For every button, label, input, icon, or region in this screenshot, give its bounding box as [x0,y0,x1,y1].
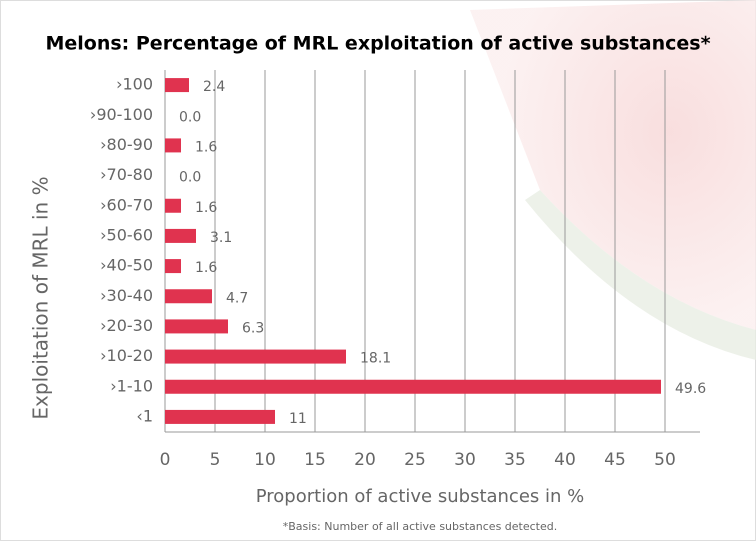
x-tick-label: 20 [354,450,376,470]
bar [165,198,181,213]
x-tick-label: 40 [554,450,576,470]
value-label: 1.6 [195,139,217,155]
x-tick-label: 35 [504,450,526,470]
bar [165,349,346,364]
y-tick-label: ›40-50 [100,256,153,275]
x-tick-label: 50 [654,450,676,470]
y-tick-label: ›90-100 [90,105,153,124]
value-label: 1.6 [195,200,217,216]
value-label: 11 [289,411,307,427]
bar [165,228,196,243]
x-tick-label: 0 [160,450,171,470]
value-label: 6.3 [242,320,264,336]
y-tick-label: ›10-20 [100,346,153,365]
bar [165,319,228,334]
value-label: 2.4 [203,79,225,95]
y-tick-label: ›20-30 [100,316,153,335]
x-tick-label: 45 [604,450,626,470]
x-tick-label: 15 [304,450,326,470]
x-tick-label: 30 [454,450,476,470]
y-tick-label: ›70-80 [100,165,153,184]
y-tick-label: ‹1 [136,406,153,425]
bar [165,259,181,274]
background-image [470,0,756,330]
bar [165,138,181,153]
value-label: 4.7 [226,290,248,306]
y-tick-label: ›60-70 [100,195,153,214]
x-tick-label: 5 [210,450,221,470]
x-tick-label: 10 [254,450,276,470]
value-label: 3.1 [210,230,232,246]
y-tick-label: ›100 [116,75,153,94]
footnote: *Basis: Number of all active substances … [283,520,558,533]
bar [165,379,661,394]
x-axis-label: Proportion of active substances in % [256,486,585,507]
y-tick-label: ›50-60 [100,225,153,244]
chart-title: Melons: Percentage of MRL exploitation o… [45,33,710,55]
bar [165,78,189,93]
y-tick-label: ›1-10 [110,376,153,395]
x-tick-label: 25 [404,450,426,470]
bar [165,289,212,304]
value-label: 0.0 [179,109,201,125]
background-rind [525,190,756,360]
y-tick-label: ›30-40 [100,286,153,305]
value-label: 0.0 [179,170,201,186]
bar [165,409,275,424]
y-axis-label: Exploitation of MRL in % [29,176,53,419]
value-label: 18.1 [360,351,391,367]
value-label: 1.6 [195,260,217,276]
y-tick-label: ›80-90 [100,135,153,154]
value-label: 49.6 [675,381,706,397]
